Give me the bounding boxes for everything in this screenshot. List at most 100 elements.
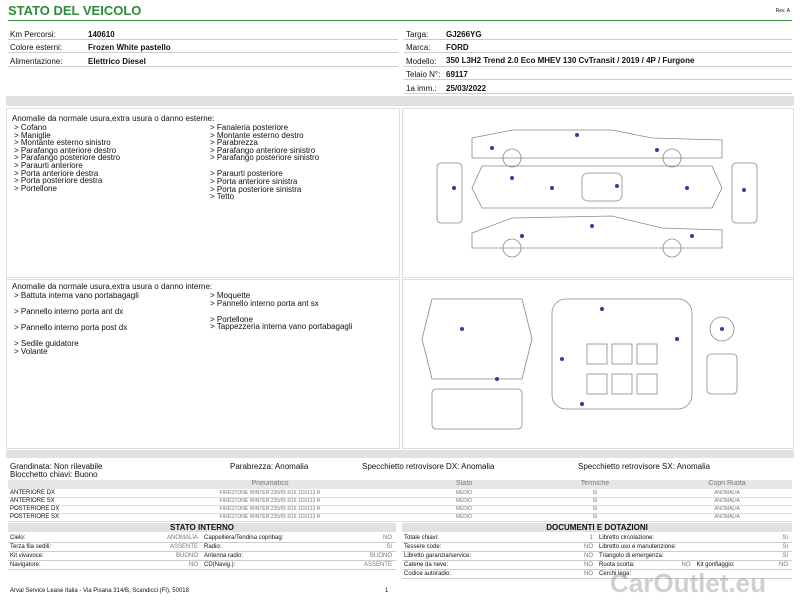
table-value: NO [383,535,392,541]
table-row [402,542,792,552]
summary-key-lock: Blocchetto chiavi: Buono [10,470,98,479]
revision: Rev. A [775,8,790,14]
tire-cell: ANOMALIA [714,506,740,512]
table-value: SI [386,544,392,550]
table-value: BUONO [369,553,392,559]
table-row [8,542,396,552]
table-label: Tessere code: [404,544,442,550]
damage-title: Anomalie da normale usura,extra usura o … [12,282,213,291]
damage-item: > Tetto [210,192,235,202]
table-label: Terza fila sedili: [10,544,52,550]
table-row [402,569,792,579]
damage-item: > Cofano [14,123,47,132]
table-label: Ruota scorta: [599,562,635,568]
table-title: STATO INTERNO [170,523,234,532]
table-row [8,560,396,570]
info-value: Elettrico Diesel [88,56,146,66]
table-title: DOCUMENTI E DOTAZIONI [546,523,648,532]
table-label: Kit gonfiaggio: [696,562,735,568]
table-row [8,551,396,561]
table-value: ASSENTE [169,544,198,550]
damage-item: > Pannello interno porta post dx [14,323,128,332]
damage-item: > Montante esterno sinistro [14,138,111,148]
table-value: NO [584,544,593,550]
tire-row [8,513,792,522]
damage-item: > Porta posteriore sinistra [210,184,302,194]
tire-cell: ANOMALIA [714,498,740,504]
footer-address: Arval Service Lease Italia - Via Pisana … [10,588,189,594]
table-value: NO [189,562,198,568]
watermark: CarOutlet.eu [610,568,767,598]
damage-item: > Porta posteriore destra [14,176,103,186]
table-label: Libretto garanzia/service: [404,553,472,559]
damage-item: > Portellone [14,183,57,193]
table-label: Catene da neve: [404,562,449,568]
summary-mirror-sx: Specchietto retrovisore SX: Anomalia [578,462,711,471]
info-value: FORD [446,43,469,53]
info-value: 350 L3H2 Trend 2.0 Eco MHEV 130 CvTransi… [446,55,695,65]
tire-header: Pneumatico [251,480,289,487]
info-value: GJ266YG [446,30,482,39]
tire-cell: POSTERIORE DX [10,506,60,512]
tire-row [8,505,792,514]
exterior-diagram [436,129,758,258]
section-bar [6,450,794,458]
info-label: Colore esterni: [10,43,63,53]
info-row [404,54,792,67]
info-label: Modello: [406,56,437,66]
tire-cell: FIRESTONE WINTER 235/65 R16 115/113 R [219,490,321,496]
tire-cell: ANTERIORE SX [10,498,55,504]
table-row [402,533,792,543]
table-value: 1 [589,535,593,541]
table-label: Navigatore: [10,562,41,568]
table-label: Cerchi lega: [599,571,632,577]
table-label: Totale chiavi: [404,535,439,541]
info-label: Marca: [406,43,431,53]
summary-hail: Grandinata: Non rilevabile [10,462,103,471]
tire-header: Stato [455,480,473,487]
table-row [402,551,792,561]
title: STATO DEL VEICOLO [8,3,142,18]
info-value: 69117 [446,70,468,80]
damage-item: > Montante esterno destro [210,130,304,140]
damage-item: > Volante [14,346,48,356]
damage-item: > Portellone [210,314,253,324]
table-value: BUONO [175,553,198,559]
info-value: Frozen White pastello [88,43,171,53]
damage-item: > Paraurti posteriore [210,169,283,179]
internal-diagram-box [402,279,794,449]
tire-cell: ANOMALIA [714,490,740,496]
table-value: ANOMALIA [166,535,198,541]
damage-item: > Parafango posteriore destro [14,153,121,163]
table-title-bg [8,523,396,532]
interior-diagram [421,298,738,430]
damage-item: > Fanaleria posteriore [210,123,289,132]
section-bar [6,96,794,106]
page-number: 1 [385,588,389,594]
info-row [8,27,398,40]
info-label: Alimentazione: [10,56,63,66]
table-value: NO [584,553,593,559]
damage-item: > Parafango posteriore sinistro [210,153,320,163]
table-value: NO [779,562,788,568]
table-value: SI [782,535,788,541]
table-label: Cappelliera/Tendina copribag: [204,535,284,541]
tire-cell: MEDIO [455,506,473,512]
table-value: NO [584,571,593,577]
info-value: 25/03/2022 [446,83,487,93]
table-label: Cielo: [10,535,26,541]
info-label: 1a imm.: [406,83,437,93]
damage-item: > Tappezzeria interna vano portabagagli [210,322,353,332]
info-label: Targa: [406,30,429,39]
table-row [402,560,792,570]
info-row [404,40,792,54]
summary-windshield: Parabrezza: Anomalia [230,462,309,471]
table-label: Libretto uso e manutenzione: [599,544,677,550]
info-value: 140610 [88,30,115,39]
summary-mirror-dx: Specchietto retrovisore DX: Anomalia [362,462,495,471]
tire-cell: SI [592,506,598,512]
info-label: Telaio N°: [406,70,441,80]
tire-cell: SI [592,514,598,520]
tire-cell: FIRESTONE WINTER 235/65 R16 115/113 R [219,498,321,504]
